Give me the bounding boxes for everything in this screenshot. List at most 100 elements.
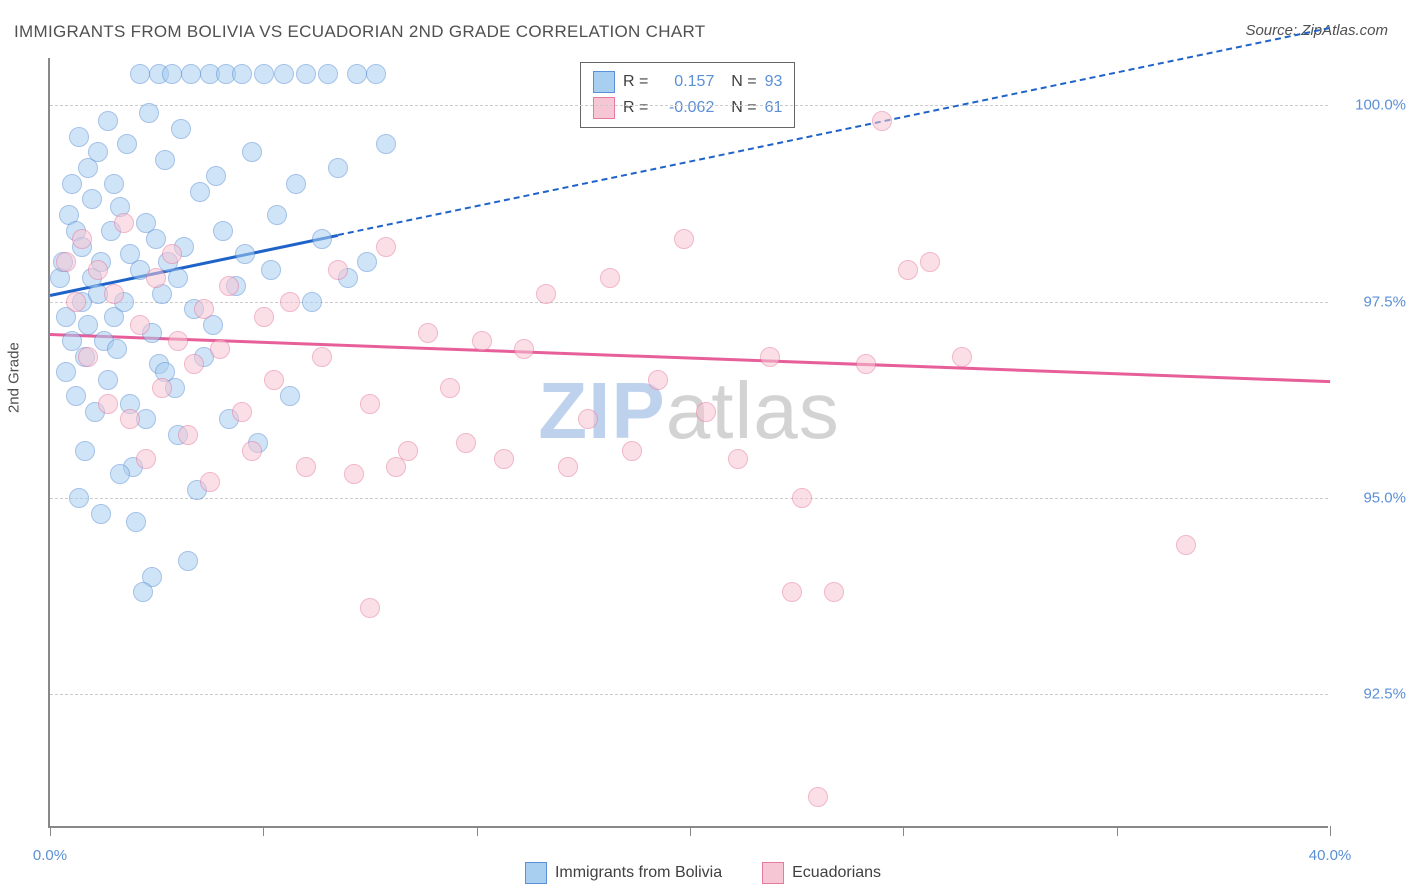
data-point bbox=[418, 323, 438, 343]
data-point bbox=[200, 472, 220, 492]
data-point bbox=[110, 464, 130, 484]
data-point bbox=[328, 260, 348, 280]
data-point bbox=[146, 268, 166, 288]
data-point bbox=[328, 158, 348, 178]
data-point bbox=[267, 205, 287, 225]
data-point bbox=[146, 229, 166, 249]
data-point bbox=[808, 787, 828, 807]
y-tick-label: 95.0% bbox=[1363, 490, 1406, 507]
correlation-legend: R = 0.157 N = 93R = -0.062 N = 61 bbox=[580, 62, 795, 128]
data-point bbox=[296, 64, 316, 84]
data-point bbox=[104, 174, 124, 194]
data-point bbox=[376, 134, 396, 154]
data-point bbox=[136, 449, 156, 469]
data-point bbox=[242, 142, 262, 162]
data-point bbox=[366, 64, 386, 84]
data-point bbox=[318, 64, 338, 84]
data-point bbox=[312, 347, 332, 367]
gridline bbox=[50, 694, 1328, 695]
data-point bbox=[280, 292, 300, 312]
data-point bbox=[514, 339, 534, 359]
data-point bbox=[440, 378, 460, 398]
data-point bbox=[194, 299, 214, 319]
data-point bbox=[66, 292, 86, 312]
data-point bbox=[181, 64, 201, 84]
data-point bbox=[536, 284, 556, 304]
data-point bbox=[872, 111, 892, 131]
data-point bbox=[1176, 535, 1196, 555]
data-point bbox=[792, 488, 812, 508]
data-point bbox=[130, 315, 150, 335]
data-point bbox=[155, 150, 175, 170]
data-point bbox=[558, 457, 578, 477]
data-point bbox=[696, 402, 716, 422]
data-point bbox=[856, 354, 876, 374]
data-point bbox=[75, 441, 95, 461]
data-point bbox=[162, 244, 182, 264]
data-point bbox=[82, 189, 102, 209]
x-tick bbox=[1117, 826, 1118, 836]
data-point bbox=[69, 488, 89, 508]
data-point bbox=[98, 394, 118, 414]
x-tick bbox=[903, 826, 904, 836]
data-point bbox=[88, 142, 108, 162]
data-point bbox=[104, 284, 124, 304]
data-point bbox=[357, 252, 377, 272]
data-point bbox=[72, 229, 92, 249]
gridline bbox=[50, 302, 1328, 303]
data-point bbox=[162, 64, 182, 84]
data-point bbox=[824, 582, 844, 602]
data-point bbox=[117, 134, 137, 154]
data-point bbox=[114, 213, 134, 233]
data-point bbox=[178, 551, 198, 571]
trend-line bbox=[338, 27, 1330, 236]
data-point bbox=[152, 378, 172, 398]
data-point bbox=[56, 252, 76, 272]
data-point bbox=[264, 370, 284, 390]
legend-item: Immigrants from Bolivia bbox=[525, 862, 722, 884]
trend-line bbox=[50, 333, 1330, 383]
data-point bbox=[242, 441, 262, 461]
data-point bbox=[254, 307, 274, 327]
data-point bbox=[69, 127, 89, 147]
data-point bbox=[344, 464, 364, 484]
data-point bbox=[456, 433, 476, 453]
y-axis-title: 2nd Grade bbox=[6, 342, 23, 413]
data-point bbox=[171, 119, 191, 139]
data-point bbox=[139, 103, 159, 123]
data-point bbox=[472, 331, 492, 351]
plot-area: ZIPatlas R = 0.157 N = 93R = -0.062 N = … bbox=[48, 58, 1328, 828]
data-point bbox=[56, 362, 76, 382]
data-point bbox=[219, 276, 239, 296]
data-point bbox=[78, 347, 98, 367]
data-point bbox=[386, 457, 406, 477]
data-point bbox=[78, 315, 98, 335]
data-point bbox=[206, 166, 226, 186]
data-point bbox=[312, 229, 332, 249]
x-tick bbox=[1330, 826, 1331, 836]
data-point bbox=[168, 331, 188, 351]
y-tick-label: 100.0% bbox=[1355, 97, 1406, 114]
data-point bbox=[235, 244, 255, 264]
data-point bbox=[920, 252, 940, 272]
data-point bbox=[98, 111, 118, 131]
data-point bbox=[232, 402, 252, 422]
data-point bbox=[376, 237, 396, 257]
data-point bbox=[600, 268, 620, 288]
data-point bbox=[126, 512, 146, 532]
data-point bbox=[254, 64, 274, 84]
data-point bbox=[347, 64, 367, 84]
data-point bbox=[898, 260, 918, 280]
data-point bbox=[296, 457, 316, 477]
data-point bbox=[261, 260, 281, 280]
data-point bbox=[302, 292, 322, 312]
data-point bbox=[62, 174, 82, 194]
data-point bbox=[360, 394, 380, 414]
series-legend: Immigrants from BoliviaEcuadorians bbox=[0, 862, 1406, 884]
data-point bbox=[760, 347, 780, 367]
data-point bbox=[578, 409, 598, 429]
chart-title: IMMIGRANTS FROM BOLIVIA VS ECUADORIAN 2N… bbox=[14, 22, 705, 42]
data-point bbox=[184, 354, 204, 374]
data-point bbox=[210, 339, 230, 359]
legend-row: R = 0.157 N = 93 bbox=[593, 69, 782, 95]
